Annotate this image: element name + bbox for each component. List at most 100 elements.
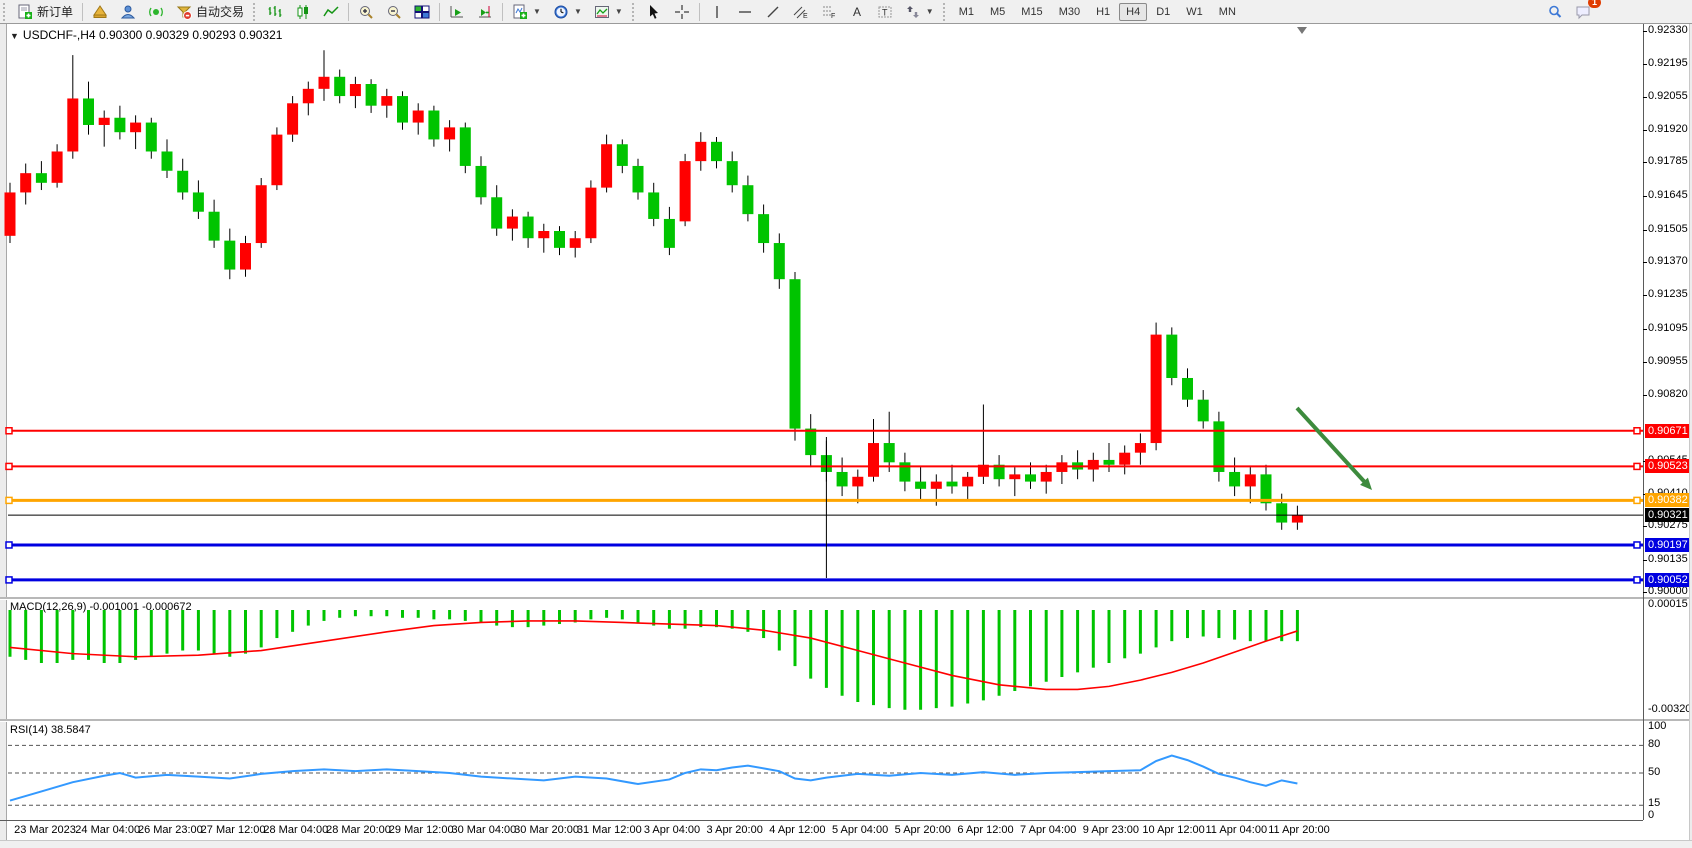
time-axis-label: 4 Apr 12:00 [769,824,826,836]
cone-icon [93,4,107,18]
indicators-icon [513,4,528,19]
clock-icon [554,5,568,18]
zoom-in-icon [360,5,373,19]
new-order-label: 新订单 [37,5,74,19]
signal-icon [149,7,163,16]
candlestick-chart-button[interactable] [290,0,316,23]
line-chart-button[interactable] [318,0,344,23]
data-window-button[interactable] [115,0,141,23]
templates-button[interactable]: ▼ [589,0,628,23]
zoom-in-button[interactable] [353,0,379,23]
timeframe-button-M5[interactable]: M5 [990,5,1006,18]
timeframe-button-M15[interactable]: M15 [1021,5,1043,18]
toolbar-grip [942,2,948,21]
text-button[interactable]: A [844,0,870,23]
autotrade-label: 自动交易 [196,5,245,19]
price-axis-label: 0.91505 [1648,222,1688,235]
fibonacci-button[interactable]: F [816,0,842,23]
time-axis-label: 31 Mar 12:00 [576,824,642,836]
price-axis-tick [1643,229,1647,231]
timeframe-button-H1[interactable]: H1 [1096,5,1111,18]
crosshair-button[interactable] [669,0,695,23]
timeframe-button-H4[interactable]: H4 [1119,2,1148,21]
cursor-button[interactable] [641,0,667,23]
price-axis-tick [1643,394,1647,396]
zoom-out-button[interactable] [381,0,407,23]
timeframe-button-M30[interactable]: M30 [1058,5,1081,18]
time-axis-label: 11 Apr 04:00 [1205,824,1268,836]
price-axis-tick [1643,162,1647,164]
candlestick-icon [297,4,309,19]
svg-text:F: F [831,13,835,20]
collapse-triangle-icon[interactable]: ▼ [10,31,19,41]
crosshair-icon [674,4,689,19]
chat-icon [1576,6,1590,19]
timeframe-button-MN[interactable]: MN [1218,5,1236,18]
macd-axis-label-min: -0.003208 [1648,703,1692,715]
time-axis-label: 23 Mar 2023 [14,824,76,836]
time-axis-label: 26 Mar 23:00 [137,824,203,836]
timeframe-button-M1[interactable]: M1 [958,5,974,18]
timeframe-button-D1[interactable]: D1 [1156,5,1171,18]
time-axis-label: 10 Apr 12:00 [1142,824,1205,836]
auto-scroll-button[interactable] [444,0,470,23]
pane-splitter-macd[interactable] [0,597,1692,600]
time-axis-label: 28 Mar 04:00 [263,824,329,836]
arrows-button[interactable]: ▼ [900,0,939,23]
main-toolbar: 新订单 自动交易 [0,0,1692,24]
timeframe-button-W1[interactable]: W1 [1186,5,1203,18]
price-axis-tick [1643,526,1647,528]
price-axis-label: 0.91235 [1648,287,1688,300]
search-button[interactable] [1542,0,1568,23]
price-axis-label: 0.92330 [1648,24,1688,36]
vertical-line-button[interactable] [704,0,730,23]
text-label-button[interactable]: T [872,0,898,23]
time-axis-label: 3 Apr 20:00 [706,824,763,836]
price-axis-label: 0.90820 [1648,387,1688,400]
time-axis-label: 24 Mar 04:00 [75,824,141,836]
profile-icon [120,5,136,18]
window-right-border [1689,24,1692,840]
bar-chart-button[interactable] [262,0,288,23]
market-watch-button[interactable] [87,0,113,23]
pane-splitter-rsi[interactable] [0,719,1692,722]
chart-shift-marker[interactable] [1297,27,1307,34]
time-axis-label: 6 Apr 12:00 [957,824,1014,836]
price-level-badge: 0.90052 [1645,572,1692,587]
time-axis-label: 9 Apr 23:00 [1082,824,1140,836]
rsi-axis-label: 50 [1648,766,1661,778]
toolbar-separator [348,2,350,21]
rsi-axis-label: 15 [1648,797,1661,809]
price-axis-tick [1643,559,1647,561]
macd-indicator-label: MACD(12,26,9) -0.001001 -0.000672 [10,601,192,613]
price-axis-tick [1643,592,1647,594]
chat-button[interactable]: 1 [1570,0,1601,23]
chart-symbol: USDCHF-,H4 [22,28,96,42]
trendline-button[interactable] [760,0,786,23]
equidistant-channel-button[interactable]: E [788,0,814,23]
chart-shift-button[interactable] [472,0,498,23]
chart-left-border [0,24,7,840]
price-axis-tick [1643,97,1647,99]
rsi-axis-label: 0 [1648,809,1655,821]
toolbar-separator [439,2,441,21]
toolbar-separator [502,2,504,21]
chart-area[interactable] [0,24,1692,840]
indicators-button[interactable]: ▼ [507,0,546,23]
new-order-button[interactable]: 新订单 [12,0,78,23]
toolbar-grip [3,2,8,21]
periods-button[interactable]: ▼ [548,0,587,23]
price-axis-label: 0.90955 [1648,355,1688,368]
time-axis-label: 5 Apr 20:00 [894,824,951,836]
signal-button[interactable] [143,0,169,23]
autotrade-button[interactable]: 自动交易 [171,0,249,23]
current-price-badge: 0.90321 [1645,508,1692,523]
svg-text:E: E [803,13,808,20]
horizontal-line-icon [738,10,751,13]
tile-windows-button[interactable] [409,0,435,23]
toolbar-grip [631,2,637,21]
template-icon [594,5,609,18]
horizontal-line-button[interactable] [732,0,758,23]
time-axis-label: 27 Mar 12:00 [200,824,266,836]
